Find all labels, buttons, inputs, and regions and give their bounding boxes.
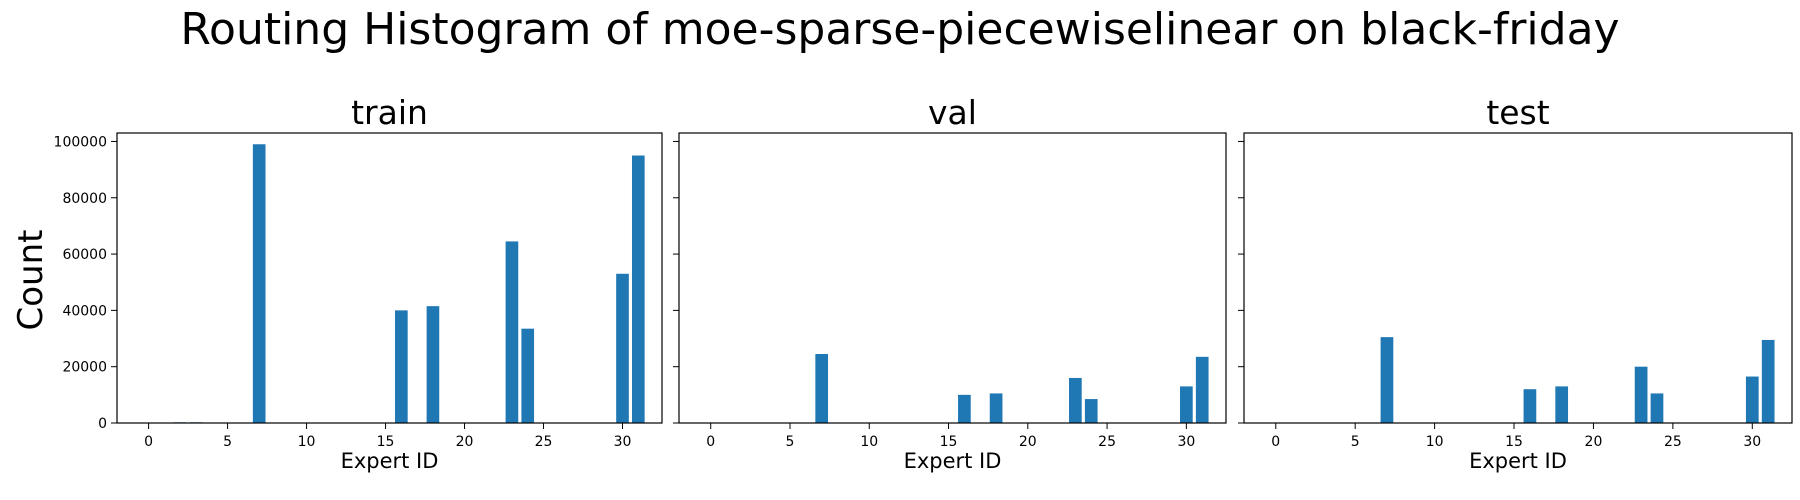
bar-expert-18 [1555,386,1569,423]
x-axis-label: Expert ID [341,449,439,473]
test-panel: 0 5 10 15 20 25 30 test Expert ID [1238,93,1793,473]
y-tick-label: 40000 [62,303,107,319]
x-axis-label: Expert ID [1469,449,1567,473]
x-tick-label: 30 [1743,434,1761,450]
x-axis-label: Expert ID [904,449,1002,473]
x-tick-label: 25 [1098,434,1116,450]
bar-expert-16 [395,310,408,423]
bar-expert-24 [1084,399,1098,423]
bar-expert-23 [1069,377,1082,423]
subplot-title: train [351,93,428,132]
subplot-title: test [1486,93,1549,132]
x-tick-label: 15 [1505,434,1523,450]
x-tick-label: 15 [377,434,395,450]
bar-expert-30 [1745,376,1759,423]
y-tick-label: 80000 [62,191,107,207]
x-tick-label: 5 [1351,434,1360,450]
y-tick-label: 60000 [62,247,107,263]
x-tick-label: 0 [1271,434,1280,450]
bar-expert-23 [505,241,519,423]
subplot-title: val [928,93,977,132]
plot-frame [1243,132,1793,424]
bar-expert-16 [1523,389,1537,423]
x-tick-label: 20 [1019,434,1037,450]
bar-expert-18 [989,393,1003,423]
x-tick-label: 10 [1426,434,1444,450]
plot-frame [678,132,1227,424]
bar-expert-18 [426,306,440,423]
x-tick-label: 25 [535,434,553,450]
x-tick-label: 25 [1664,434,1682,450]
x-tick-label: 20 [1585,434,1603,450]
bar-expert-30 [616,273,629,423]
figure-title: Routing Histogram of moe-sparse-piecewis… [180,4,1619,55]
x-tick-label: 0 [144,434,153,450]
x-tick-label: 0 [706,434,715,450]
val-panel: 0 5 10 15 20 25 30 val Expert ID [673,93,1227,473]
y-tick-label: 100000 [54,134,107,150]
x-tick-label: 20 [456,434,474,450]
bar-expert-31 [631,155,645,423]
x-tick-label: 5 [223,434,232,450]
bar-expert-30 [1180,386,1193,423]
y-tick-label: 0 [98,416,107,432]
x-tick-label: 30 [1177,434,1195,450]
bar-expert-24 [1650,393,1664,423]
bar-expert-7 [1380,337,1394,423]
x-tick-label: 30 [614,434,632,450]
x-tick-label: 10 [860,434,878,450]
bar-expert-23 [1634,366,1648,423]
bar-expert-24 [521,328,535,423]
figure-ylabel: Count [11,230,51,331]
bar-expert-31 [1761,339,1775,423]
bar-expert-7 [815,354,829,423]
y-tick-label: 20000 [62,360,107,376]
x-tick-label: 10 [298,434,316,450]
train-panel: 0 5 10 15 20 25 30 0 20000 40000 60000 80000 100000 t… [54,93,663,473]
x-tick-label: 15 [940,434,958,450]
bar-expert-16 [958,394,971,423]
bar-expert-7 [252,144,266,423]
plot-frame [116,132,663,424]
bar-expert-31 [1195,356,1209,423]
x-tick-label: 5 [786,434,795,450]
